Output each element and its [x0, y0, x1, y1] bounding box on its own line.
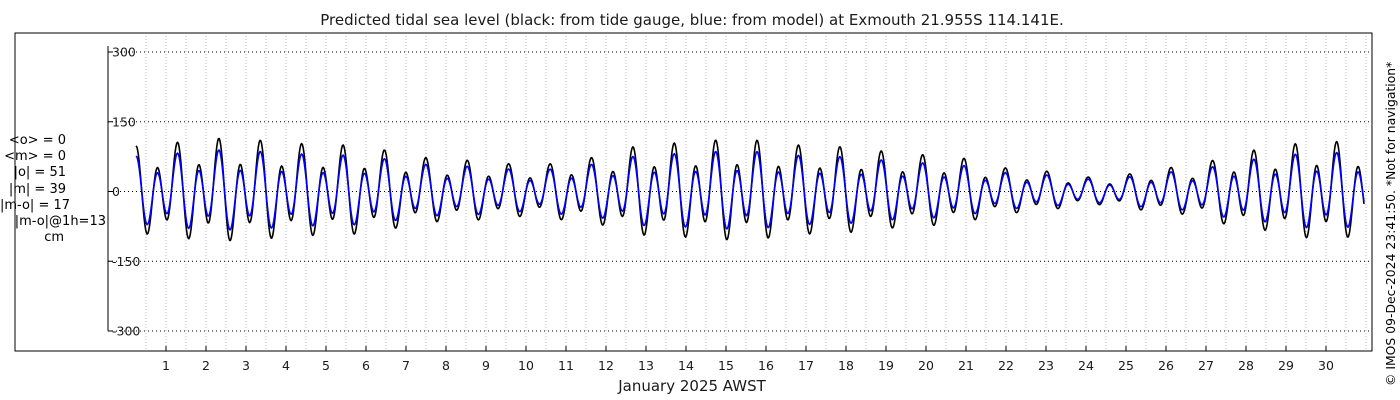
stat-abs-model: |m| = 39: [8, 181, 66, 197]
x-tick-label: 9: [482, 358, 490, 373]
x-tick-label: 26: [1158, 358, 1174, 373]
x-tick-label: 27: [1198, 358, 1214, 373]
x-tick-label: 8: [442, 358, 450, 373]
x-tick-label: 2: [202, 358, 210, 373]
x-tick-label: 22: [998, 358, 1014, 373]
x-tick-label: 6: [362, 358, 370, 373]
x-tick-label: 21: [958, 358, 974, 373]
copyright-text: © IMOS 09-Dec-2024 23:41:50. *Not for na…: [1383, 62, 1398, 386]
x-tick-label: 24: [1078, 358, 1094, 373]
x-tick-label: 19: [878, 358, 894, 373]
x-tick-label: 1: [162, 358, 170, 373]
y-tick-label: 0: [112, 184, 120, 199]
x-axis-label: January 2025 AWST: [617, 377, 766, 395]
series-line-tide-gauge: [135, 137, 1365, 242]
x-tick-label: 7: [402, 358, 410, 373]
x-tick-label: 10: [518, 358, 534, 373]
y-tick-label: -150: [112, 254, 140, 269]
x-tick-label: 14: [678, 358, 694, 373]
stat-abs-obs: |o| = 51: [13, 165, 66, 181]
x-tick-label: 17: [798, 358, 814, 373]
series-line-model: [135, 149, 1365, 231]
series-lines: [135, 137, 1365, 242]
stat-mean-obs: <o> = 0: [8, 133, 66, 148]
x-tick-label: 15: [718, 358, 734, 373]
plot-frame: [14, 32, 1373, 352]
stat-abs-diff-1h: |m-o|@1h=13: [14, 214, 106, 230]
x-tick-label: 11: [558, 358, 574, 373]
x-tick-label: 28: [1238, 358, 1254, 373]
x-tick-label: 13: [638, 358, 654, 373]
y-tick-label: -300: [112, 324, 140, 339]
stat-abs-diff: |m-o| = 17: [0, 197, 71, 213]
x-tick-label: 30: [1318, 358, 1334, 373]
chart-title: Predicted tidal sea level (black: from t…: [320, 11, 1064, 29]
copyright-note: © IMOS 09-Dec-2024 23:41:50. *Not for na…: [1383, 62, 1398, 386]
x-tick-label: 5: [322, 358, 330, 373]
x-tick-label: 4: [282, 358, 290, 373]
x-tick-label: 12: [598, 358, 614, 373]
x-tick-label: 25: [1118, 358, 1134, 373]
x-tick-label: 3: [242, 358, 250, 373]
x-tick-label: 16: [758, 358, 774, 373]
x-tick-label: 20: [918, 358, 934, 373]
x-tick-label: 29: [1278, 358, 1294, 373]
y-tick-label: 150: [112, 114, 136, 129]
x-axis-ticks: 1 2 3 4 5 6 7 8 9 10 11 12 13 14 15 16 17 18 19 20 21 22 23 24 2…: [162, 346, 1334, 373]
y-axis-ticks: 300 150 0 -150 -300: [108, 45, 140, 339]
y-tick-label: 300: [112, 45, 136, 60]
stat-mean-model: <m> = 0: [4, 149, 66, 165]
gridlines: [108, 33, 1372, 351]
x-tick-label: 18: [838, 358, 854, 373]
stat-unit: cm: [44, 230, 64, 246]
statistics-panel: <o> = 0 <m> = 0 |o| = 51 |m| = 39 |m-o| …: [0, 133, 108, 246]
x-tick-label: 23: [1038, 358, 1054, 373]
